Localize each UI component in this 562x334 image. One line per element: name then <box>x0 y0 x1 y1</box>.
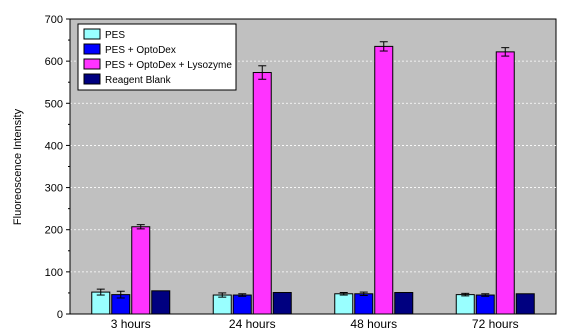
y-tick-label: 600 <box>45 56 63 68</box>
bar <box>495 51 515 315</box>
legend-label: PES + OptoDex + Lysozyme <box>105 60 232 71</box>
legend-label: PES <box>105 30 125 41</box>
legend-swatch <box>83 43 101 55</box>
bar <box>151 290 171 315</box>
bar <box>131 226 151 315</box>
x-tick-label: 24 hours <box>229 317 276 331</box>
y-tick-label: 200 <box>45 225 63 237</box>
bar <box>455 294 475 315</box>
bar <box>475 294 495 315</box>
y-tick-label: 500 <box>45 98 63 110</box>
legend-swatch <box>83 73 101 85</box>
legend-label: Reagent Blank <box>105 75 172 86</box>
y-tick-label: 700 <box>45 14 63 26</box>
bar <box>212 294 232 315</box>
legend-box <box>77 23 237 91</box>
bar <box>374 45 394 315</box>
legend-swatch <box>83 58 101 70</box>
bar <box>272 292 292 315</box>
bar <box>394 292 414 315</box>
bar <box>515 293 535 315</box>
x-tick-label: 3 hours <box>111 317 151 331</box>
legend-swatch <box>83 28 101 40</box>
bar <box>252 72 272 315</box>
bar <box>334 293 354 315</box>
bar <box>354 293 374 315</box>
y-axis-label: Fluoreoscence Intensity <box>12 108 24 225</box>
bar <box>232 294 252 315</box>
x-tick-label: 48 hours <box>350 317 397 331</box>
legend-label: PES + OptoDex <box>105 45 176 56</box>
y-tick-label: 100 <box>45 267 63 279</box>
y-tick-label: 0 <box>57 309 63 321</box>
y-tick-label: 300 <box>45 183 63 195</box>
x-tick-label: 72 hours <box>472 317 519 331</box>
y-tick-label: 400 <box>45 140 63 152</box>
